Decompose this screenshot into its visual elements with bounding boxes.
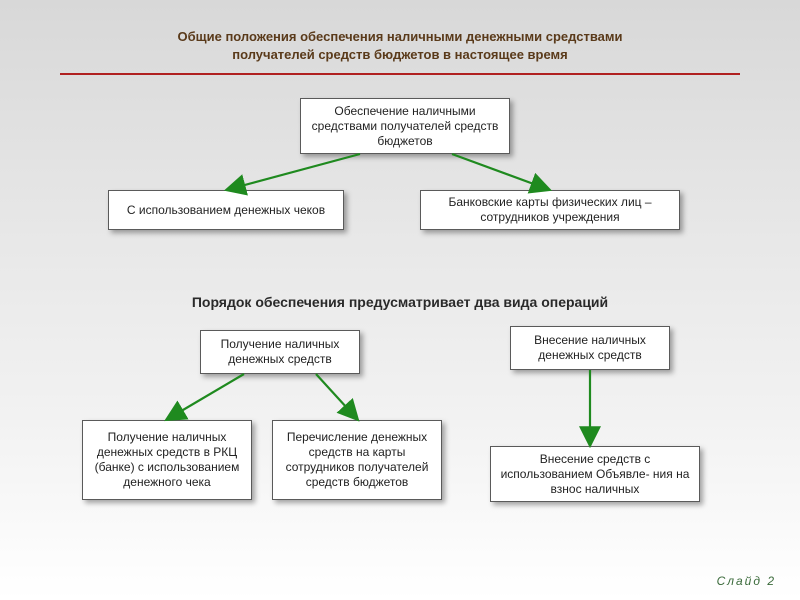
slide-number: Слайд 2 xyxy=(717,574,776,588)
box-receive-cash: Получение наличных денежных средств xyxy=(200,330,360,374)
title-underline xyxy=(60,73,740,75)
box-use-cheques: С использованием денежных чеков xyxy=(108,190,344,230)
slide-title: Общие положения обеспечения наличными де… xyxy=(0,0,800,63)
box-receive-rkc: Получение наличных денежных средств в РК… xyxy=(82,420,252,500)
mid-title: Порядок обеспечения предусматривает два … xyxy=(0,294,800,310)
box-top: Обеспечение наличными средствами получат… xyxy=(300,98,510,154)
box-deposit-cash: Внесение наличных денежных средств xyxy=(510,326,670,370)
box-deposit-declare: Внесение средств с использованием Объявл… xyxy=(490,446,700,502)
box-top-label: Обеспечение наличными средствами получат… xyxy=(309,104,501,149)
box-deposit-cash-label: Внесение наличных денежных средств xyxy=(519,333,661,363)
title-line-2: получателей средств бюджетов в настоящее… xyxy=(232,47,568,62)
box-use-cheques-label: С использованием денежных чеков xyxy=(127,203,325,218)
title-line-1: Общие положения обеспечения наличными де… xyxy=(178,29,623,44)
box-transfer-cards: Перечисление денежных средств на карты с… xyxy=(272,420,442,500)
box-deposit-declare-label: Внесение средств с использованием Объявл… xyxy=(499,452,691,497)
slide-number-text: Слайд 2 xyxy=(717,574,776,588)
box-bank-cards-label: Банковские карты физических лиц – сотруд… xyxy=(429,195,671,225)
mid-title-text: Порядок обеспечения предусматривает два … xyxy=(192,294,608,310)
box-receive-rkc-label: Получение наличных денежных средств в РК… xyxy=(91,430,243,490)
box-receive-cash-label: Получение наличных денежных средств xyxy=(209,337,351,367)
box-bank-cards: Банковские карты физических лиц – сотруд… xyxy=(420,190,680,230)
box-transfer-cards-label: Перечисление денежных средств на карты с… xyxy=(281,430,433,490)
